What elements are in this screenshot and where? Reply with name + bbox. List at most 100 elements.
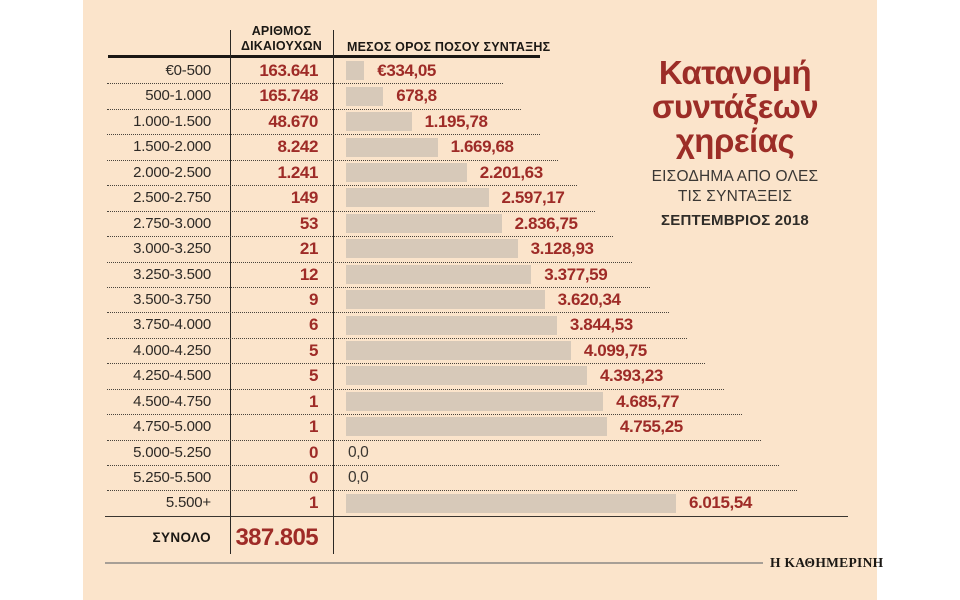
- pension-bar: [346, 213, 502, 233]
- pension-value-label: 3.844,53: [569, 315, 633, 335]
- beneficiaries-count: 0: [308, 468, 318, 488]
- beneficiaries-count: 21: [299, 239, 319, 259]
- table-row: 3.750-4.000 6 3.844,53: [0, 312, 960, 337]
- pension-value-label: 2.836,75: [514, 213, 578, 233]
- table-row: 2.000-2.500 1.241 2.201,63: [0, 160, 960, 185]
- range-label: 3.500-3.750: [133, 290, 211, 308]
- range-label: 4.000-4.250: [133, 341, 211, 359]
- chart-title: Κατανομή: [658, 54, 812, 91]
- row-separator: [107, 108, 522, 110]
- range-label: 3.000-3.250: [133, 240, 211, 258]
- pension-value-label: 4.685,77: [616, 391, 680, 411]
- range-label: 4.500-4.750: [133, 392, 211, 410]
- pension-bar: [346, 417, 607, 437]
- row-separator: [107, 159, 559, 161]
- beneficiaries-count: 53: [299, 213, 319, 233]
- chart-title: χηρείας: [675, 122, 795, 159]
- column-header-beneficiaries: ΑΡΙΘΜΟΣ ΔΙΚΑΙΟΥΧΩΝ: [230, 24, 333, 53]
- table-row: 2.500-2.750 149 2.597,17: [0, 185, 960, 210]
- pension-bar: [346, 264, 532, 284]
- table-row: 5.250-5.500 0 0,0: [0, 465, 960, 490]
- range-label: 3.250-3.500: [133, 265, 211, 283]
- beneficiaries-count: 8.242: [277, 137, 318, 157]
- beneficiaries-count: 5: [308, 340, 318, 360]
- table-row: 4.250-4.500 5 4.393,23: [0, 363, 960, 388]
- chart-title-block: Κατανομή συντάξεων χηρείας ΕΙΣΟΔΗΜΑ ΑΠΟ …: [638, 54, 832, 230]
- pension-value-label: 678,8: [396, 86, 437, 106]
- beneficiaries-count: 5: [308, 366, 318, 386]
- column-divider: [230, 30, 231, 554]
- row-separator: [107, 210, 595, 212]
- row-separator: [107, 337, 687, 339]
- total-value: 387.805: [235, 524, 318, 551]
- beneficiaries-count: 1.241: [277, 162, 318, 182]
- pension-value-label: 4.755,25: [619, 417, 683, 437]
- beneficiaries-count: 0: [308, 442, 318, 462]
- range-label: 3.750-4.000: [133, 316, 211, 334]
- chart-title: συντάξεων: [651, 88, 819, 125]
- table-row: 1.000-1.500 48.670 1.195,78: [0, 109, 960, 134]
- pension-bar: [346, 188, 489, 208]
- beneficiaries-count: 165.748: [259, 86, 318, 106]
- range-label: 1.500-2.000: [133, 138, 211, 156]
- chart-subtitle: ΕΙΣΟΔΗΜΑ ΑΠΟ ΟΛΕΣ ΤΙΣ ΣΥΝΤΑΞΕΙΣ: [638, 167, 832, 207]
- pension-value-label: 0,0: [348, 443, 369, 461]
- range-label: 500-1.000: [145, 87, 211, 105]
- range-label: 2.500-2.750: [133, 189, 211, 207]
- column-divider: [333, 30, 334, 554]
- range-label: 2.000-2.500: [133, 163, 211, 181]
- pension-value-label: 2.597,17: [501, 188, 565, 208]
- beneficiaries-count: 9: [308, 289, 318, 309]
- chart-subtitle-line: ΕΙΣΟΔΗΜΑ ΑΠΟ ΟΛΕΣ: [651, 168, 819, 185]
- range-label: 2.750-3.000: [133, 214, 211, 232]
- range-label: 1.000-1.500: [133, 112, 211, 130]
- header-rule: [108, 55, 540, 58]
- beneficiaries-count: 163.641: [259, 61, 318, 80]
- table-row: 5.000-5.250 0 0,0: [0, 440, 960, 465]
- row-separator: [107, 363, 706, 365]
- table-row: 4.750-5.000 1 4.755,25: [0, 414, 960, 439]
- total-separator-rule: [105, 516, 848, 517]
- row-separator: [107, 261, 632, 263]
- row-separator: [107, 490, 798, 492]
- footer-rule: [105, 562, 763, 564]
- beneficiaries-count: 1: [308, 493, 318, 513]
- row-separator: [107, 312, 669, 314]
- range-label: 4.250-4.500: [133, 367, 211, 385]
- table-row: 3.000-3.250 21 3.128,93: [0, 236, 960, 261]
- pension-bar: [346, 61, 365, 81]
- row-separator: [107, 388, 724, 390]
- row-separator: [107, 134, 540, 136]
- pension-bar: [346, 86, 384, 106]
- pension-bar: [346, 366, 587, 386]
- pension-bar: [346, 391, 604, 411]
- pension-bar: [346, 493, 676, 513]
- pension-bar: [346, 239, 518, 259]
- table-row: 500-1.000 165.748 678,8: [0, 83, 960, 108]
- pension-value-label: 4.099,75: [583, 340, 647, 360]
- pension-value-label: 2.201,63: [479, 162, 543, 182]
- pension-bar: [346, 137, 438, 157]
- table-row: 5.500+ 1 6.015,54: [0, 490, 960, 515]
- pension-bar: [346, 290, 545, 310]
- pension-bar: [346, 315, 557, 335]
- pension-value-label: €334,05: [377, 61, 436, 80]
- total-label: ΣΥΝΟΛΟ: [152, 530, 211, 545]
- beneficiaries-count: 1: [308, 417, 318, 437]
- row-separator: [107, 465, 779, 467]
- table-row: 1.500-2.000 8.242 1.669,68: [0, 134, 960, 159]
- range-label: 4.750-5.000: [133, 418, 211, 436]
- pension-value-label: 3.620,34: [557, 289, 621, 309]
- table-row: 4.000-4.250 5 4.099,75: [0, 338, 960, 363]
- pension-value-label: 4.393,23: [600, 366, 663, 386]
- publisher-brand: Η ΚΑΘΗΜΕΡΙΝΗ: [770, 555, 884, 570]
- beneficiaries-count: 48.670: [268, 111, 318, 131]
- chart-subtitle-line: ΤΙΣ ΣΥΝΤΑΞΕΙΣ: [677, 188, 793, 205]
- range-label: 5.500+: [165, 494, 211, 512]
- pension-value-label: 3.128,93: [530, 239, 594, 259]
- pension-value-label: 1.669,68: [450, 137, 514, 157]
- table-row: 3.500-3.750 9 3.620,34: [0, 287, 960, 312]
- row-separator: [107, 83, 503, 85]
- pension-bar: [346, 341, 571, 361]
- pension-bar: [346, 162, 467, 182]
